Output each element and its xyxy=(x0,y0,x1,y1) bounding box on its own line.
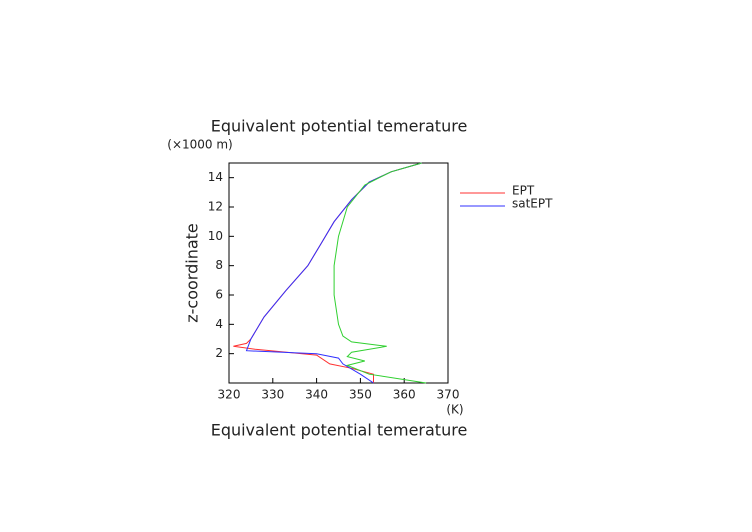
y-tick-label: 4 xyxy=(215,317,223,331)
y-tick-label: 14 xyxy=(208,170,223,184)
y-tick-label: 6 xyxy=(215,288,223,302)
x-axis-label: Equivalent potential temerature xyxy=(211,421,468,440)
profile-line xyxy=(333,162,427,384)
y-tick-label: 8 xyxy=(215,258,223,272)
legend-label: EPT xyxy=(512,184,535,198)
plot-frame xyxy=(228,162,449,384)
x-unit: (K) xyxy=(446,403,463,417)
x-tick-label: 350 xyxy=(349,388,372,402)
legend-label: satEPT xyxy=(512,197,553,211)
y-unit: (×1000 m) xyxy=(167,138,232,152)
y-axis-label: z-coordinate xyxy=(183,223,202,323)
profile-line xyxy=(233,162,422,383)
x-tick-label: 360 xyxy=(393,388,416,402)
y-tick-label: 12 xyxy=(208,200,223,214)
x-tick-label: 370 xyxy=(437,388,460,402)
y-tick-label: 10 xyxy=(208,229,223,243)
x-tick-label: 330 xyxy=(261,388,284,402)
x-tick-label: 340 xyxy=(305,388,328,402)
x-tick-label: 320 xyxy=(218,388,241,402)
chart-title: Equivalent potential temerature xyxy=(211,117,468,136)
y-tick-label: 2 xyxy=(215,346,223,360)
